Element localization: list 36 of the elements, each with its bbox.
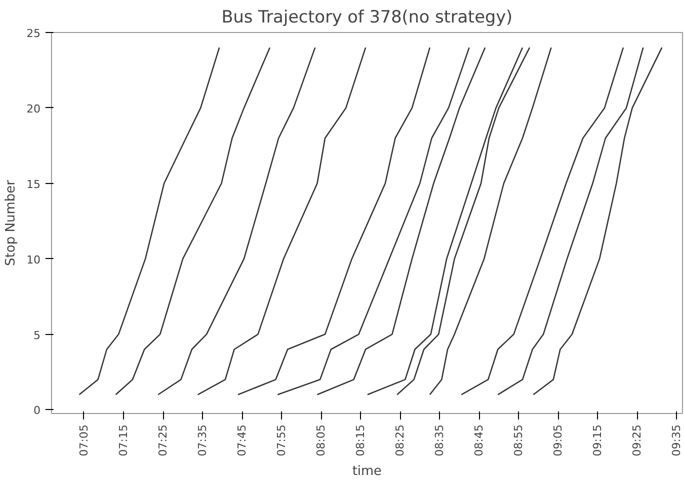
x-tick-label: 07:35 (196, 424, 209, 456)
y-tick-label: 10 (26, 253, 41, 266)
y-axis-title: Stop Number (4, 179, 19, 266)
line-series (78, 46, 220, 396)
x-axis-title: time (352, 464, 382, 480)
x-tick-label: 09:35 (670, 424, 684, 456)
x-tick-label: 08:35 (433, 424, 446, 456)
x-tick-label: 07:05 (77, 424, 90, 456)
line-series (197, 46, 366, 396)
line-series (158, 46, 316, 396)
x-tick-label: 07:45 (236, 424, 249, 456)
x-tick-label: 09:15 (591, 424, 604, 456)
line-series (276, 46, 470, 396)
x-tick-label: 08:45 (472, 424, 486, 456)
y-tick-label: 15 (26, 178, 41, 191)
y-tick-label: 5 (34, 328, 40, 342)
y-tick-label: 0 (34, 404, 40, 418)
x-tick-label: 08:15 (354, 424, 368, 456)
line-series (532, 46, 663, 396)
x-tick-label: 07:15 (117, 424, 130, 456)
line-series (497, 46, 644, 396)
line-series (237, 46, 430, 396)
line-series (316, 46, 486, 396)
y-tick-label: 25 (26, 27, 41, 40)
x-tick-label: 09:05 (552, 424, 565, 456)
x-tick-label: 07:25 (156, 424, 170, 456)
y-tick-label: 20 (26, 102, 41, 116)
line-series (115, 46, 270, 396)
x-tick-label: 08:05 (314, 424, 328, 456)
x-tick-label: 07:55 (275, 424, 288, 456)
line-series (429, 46, 552, 396)
x-tick-label: 08:55 (512, 424, 526, 456)
line-series (460, 46, 624, 396)
x-tick-label: 09:25 (630, 424, 644, 456)
x-tick-label: 08:25 (394, 424, 407, 456)
chart-title: Bus Trajectory of 378(no strategy) (221, 8, 513, 28)
